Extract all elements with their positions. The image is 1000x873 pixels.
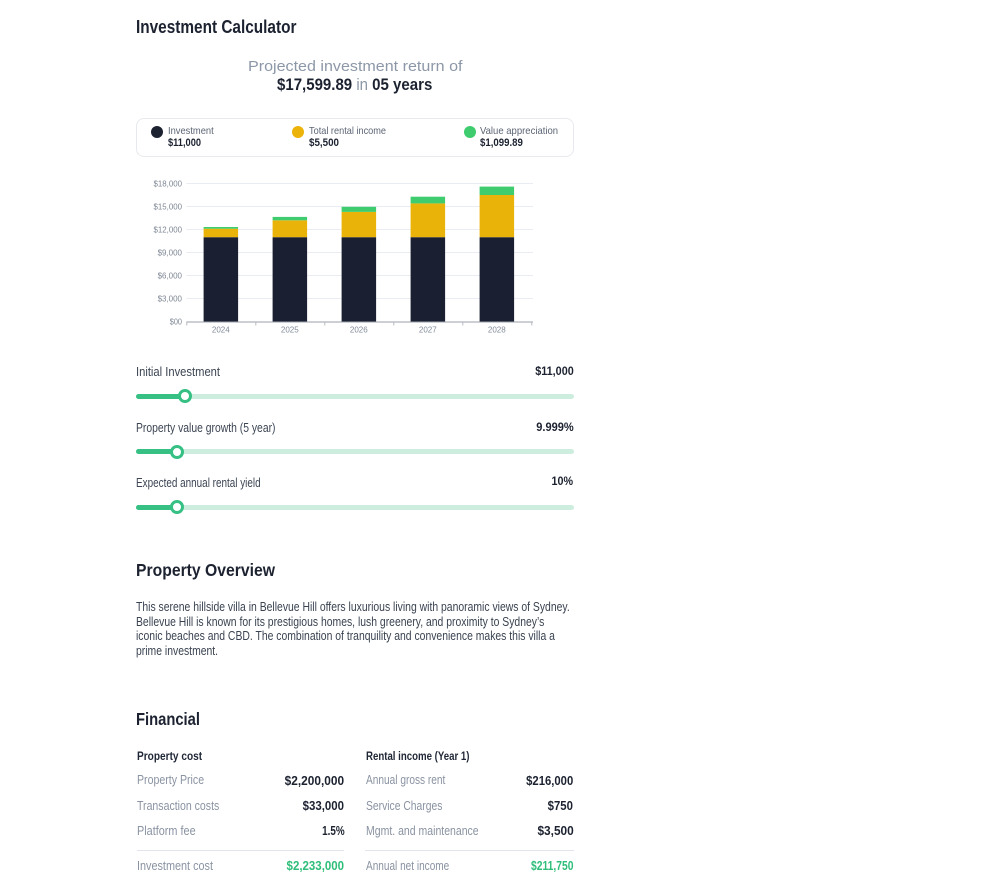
svg-text:$15,000: $15,000	[154, 201, 183, 211]
svg-text:$3,000: $3,000	[158, 293, 183, 303]
svg-text:$6,000: $6,000	[158, 270, 183, 280]
svg-text:2024: 2024	[212, 325, 230, 335]
svg-text:2025: 2025	[281, 325, 299, 335]
svg-text:$9,000: $9,000	[158, 247, 183, 257]
svg-text:$00: $00	[170, 316, 183, 326]
svg-text:$12,000: $12,000	[154, 224, 183, 234]
svg-text:$18,000: $18,000	[154, 178, 183, 188]
svg-text:2026: 2026	[350, 325, 368, 335]
svg-text:2027: 2027	[419, 325, 437, 335]
svg-text:2028: 2028	[488, 325, 506, 335]
